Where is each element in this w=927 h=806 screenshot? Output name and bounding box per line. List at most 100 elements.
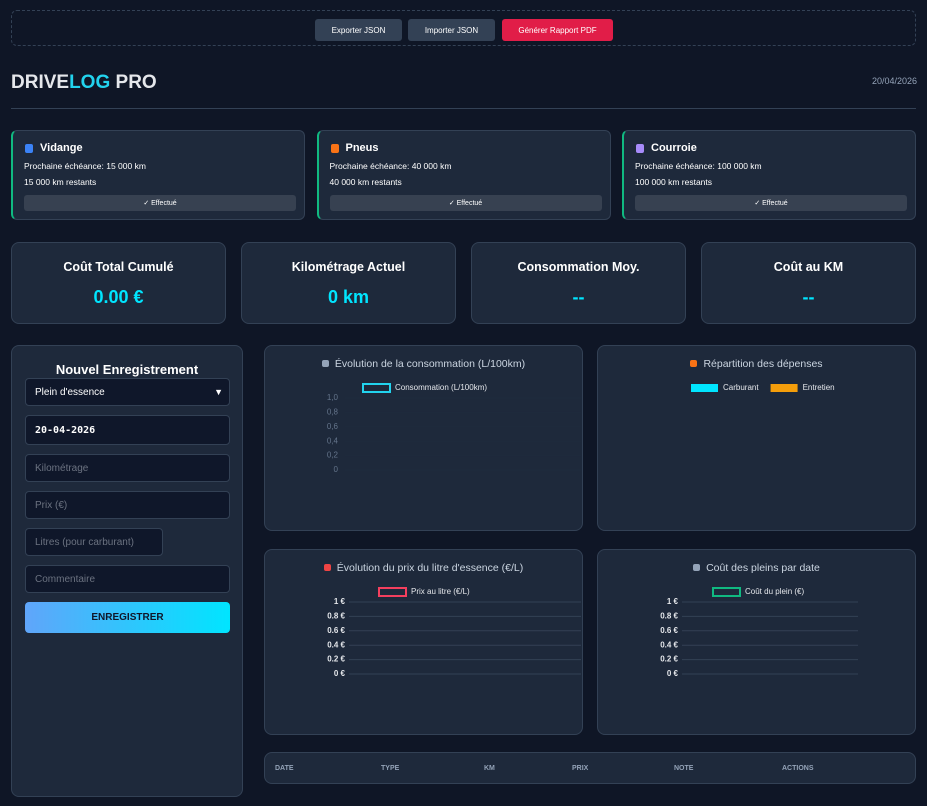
maintenance-card: Vidange Prochaine échéance: 15 000 km 15 0…: [11, 130, 305, 220]
brand: DRIVELOG PRO: [11, 72, 157, 94]
icon: [330, 144, 339, 153]
date: 20/04/2026: [871, 76, 917, 86]
chart-panel: Répartition des dépenses Carburant Entreti…: [597, 345, 916, 531]
stat-label: Kilométrage Actuel: [291, 260, 406, 274]
column-header: ACTIONS: [782, 765, 814, 772]
chart-title: Coût des pleins par date: [598, 562, 915, 574]
form: Nouvel Enregistrement Plein d'essence ▼ 2…: [11, 345, 243, 797]
column-header: KM: [484, 765, 495, 772]
legend-label: Carburant: [723, 383, 759, 392]
chart: Consommation (L/100km) 1,0 0,8 0,6 0,4 0,2 0: [327, 383, 581, 474]
chart-title: Évolution du prix du litre d'essence (€/…: [265, 562, 582, 574]
stat-card: Coût Total Cumulé 0.00 €: [11, 242, 226, 324]
table-header: DATE TYPE KM PRIX NOTE ACTIONS: [264, 752, 916, 784]
icon: [323, 564, 331, 571]
column-header: DATE: [275, 765, 294, 772]
stat-value: 0.00 €: [93, 287, 144, 307]
y-tick-label: 0.4 €: [327, 640, 345, 649]
km-input[interactable]: Kilométrage: [25, 454, 230, 482]
y-tick-label: 0,4: [327, 436, 339, 445]
brand-part: DRIVE: [11, 72, 70, 93]
comment-input[interactable]: Commentaire: [25, 565, 230, 593]
next-due: Prochaine échéance: 100 000 km: [635, 161, 762, 171]
y-tick-label: 0.8 €: [660, 612, 678, 621]
chart-panel: Évolution de la consommation (L/100km) Co…: [264, 345, 583, 531]
legend-label: Consommation (L/100km): [395, 383, 487, 392]
stat-value: --: [572, 287, 585, 307]
stat-card: Kilométrage Actuel 0 km: [241, 242, 456, 324]
next-due: Prochaine échéance: 40 000 km: [329, 161, 452, 171]
y-tick-label: 0,8: [327, 408, 339, 417]
legend-label: Prix au litre (€/L): [411, 587, 470, 596]
export-button[interactable]: Exporter JSON: [315, 19, 402, 41]
price-input[interactable]: Prix (€): [25, 491, 230, 519]
card-title: Pneus: [345, 142, 379, 154]
chart-title: Évolution de la consommation (L/100km): [265, 358, 582, 370]
legend-label: Coût du plein (€): [745, 587, 804, 596]
remaining: 15 000 km restants: [24, 177, 97, 187]
legend-swatch: [362, 383, 391, 393]
liters-input[interactable]: Litres (pour carburant): [25, 528, 163, 556]
maintenance-card: Courroie Prochaine échéance: 100 000 km 10…: [622, 130, 916, 220]
brand-part: PRO: [115, 72, 157, 93]
y-tick-label: 1,0: [327, 393, 339, 402]
icon: [693, 564, 701, 571]
icon: [690, 360, 698, 367]
y-tick-label: 0.6 €: [660, 626, 678, 635]
y-tick-label: 0.8 €: [327, 612, 345, 621]
legend-swatch: [770, 384, 798, 392]
pdf-button[interactable]: Générer Rapport PDF: [502, 19, 613, 41]
stat-value: 0 km: [327, 287, 370, 307]
y-tick-label: 0.4 €: [660, 640, 678, 649]
chart-title: Répartition des dépenses: [598, 358, 915, 370]
icon: [25, 144, 33, 153]
stat-label: Coût Total Cumulé: [63, 260, 174, 274]
y-tick-label: 0,6: [327, 422, 339, 431]
chart: Carburant Entretien: [691, 383, 835, 392]
icon: [321, 360, 329, 367]
legend-swatch: [712, 587, 741, 597]
y-tick-label: 1 €: [667, 597, 679, 606]
y-tick-label: 0.2 €: [327, 655, 345, 664]
chart-panel: Évolution du prix du litre d'essence (€/…: [264, 549, 583, 735]
date-input[interactable]: 20-04-2026: [25, 415, 230, 445]
toolbar: Exporter JSON Importer JSON Générer Rapp…: [11, 10, 916, 46]
maintenance-card: Pneus Prochaine échéance: 40 000 km 40 000…: [316, 130, 611, 220]
submit-button[interactable]: ENREGISTRER: [25, 602, 230, 633]
y-tick-label: 0: [334, 465, 339, 474]
remaining: 100 000 km restants: [635, 177, 713, 187]
stat-card: Coût au KM --: [701, 242, 916, 324]
chart: Coût du plein (€) 1 € 0.8 € 0.6 € 0.4 € 0.2 €…: [660, 587, 858, 678]
column-header: PRIX: [572, 765, 589, 772]
done-button[interactable]: ✓ Effectué: [329, 195, 602, 211]
y-tick-label: 0 €: [667, 669, 679, 678]
icon: [636, 144, 644, 153]
stat-value: --: [802, 287, 815, 307]
y-tick-label: 0,2: [327, 451, 339, 460]
stat-label: Coût au KM: [773, 260, 844, 274]
column-header: TYPE: [381, 765, 400, 772]
legend-label: Entretien: [803, 383, 835, 392]
card-title: Courroie: [651, 142, 697, 154]
next-due: Prochaine échéance: 15 000 km: [24, 161, 146, 171]
divider: [11, 108, 916, 109]
y-tick-label: 0 €: [334, 669, 346, 678]
remaining: 40 000 km restants: [329, 177, 402, 187]
brand-part: LOG: [69, 72, 111, 93]
import-button[interactable]: Importer JSON: [408, 19, 495, 41]
card-title: Vidange: [40, 142, 83, 154]
select-value: Plein d'essence: [35, 386, 105, 398]
done-button[interactable]: ✓ Effectué: [24, 195, 296, 211]
y-tick-label: 0.6 €: [327, 626, 345, 635]
column-header: NOTE: [674, 765, 694, 772]
legend-swatch: [378, 587, 407, 597]
chart-panel: Coût des pleins par date Coût du plein (€…: [597, 549, 916, 735]
y-tick-label: 1 €: [334, 597, 346, 606]
type-select[interactable]: Plein d'essence ▼: [25, 378, 230, 406]
chart: Prix au litre (€/L) 1 € 0.8 € 0.6 € 0.4 € 0.2…: [327, 587, 581, 678]
stat-card: Consommation Moy. --: [471, 242, 686, 324]
stat-label: Consommation Moy.: [517, 260, 640, 274]
form-title: Nouvel Enregistrement: [55, 362, 199, 377]
done-button[interactable]: ✓ Effectué: [635, 195, 907, 211]
